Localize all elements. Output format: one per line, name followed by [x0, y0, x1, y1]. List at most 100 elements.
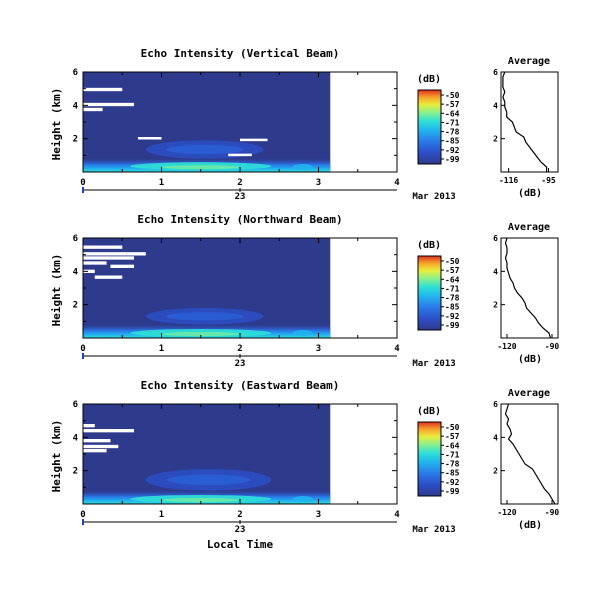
colorbar-level-label: -50: [445, 91, 460, 100]
missing-data-gap: [137, 137, 162, 140]
average-x-tick-label: -116: [499, 176, 518, 185]
colorbar-level-label: -50: [445, 257, 460, 266]
average-y-tick-label: 2: [493, 301, 498, 310]
average-title: Average: [508, 56, 550, 67]
missing-data-gap: [83, 252, 146, 256]
average-profile-line: [504, 237, 552, 339]
date-label: 23: [235, 359, 246, 369]
colorbar-level-label: -92: [445, 312, 460, 321]
x-tick-label: 0: [80, 510, 85, 520]
average-profile-plot: 2 4 6 -116 -95: [493, 68, 559, 185]
x-tick-label: 4: [394, 344, 400, 354]
panel-title: Echo Intensity (Northward Beam): [137, 213, 342, 226]
y-tick-label: 6: [73, 234, 78, 244]
colorbar-level-label: -57: [445, 266, 460, 275]
average-title: Average: [508, 388, 550, 399]
x-tick-label: 3: [316, 178, 321, 188]
missing-data-gap: [83, 444, 119, 449]
colorbar-gradient: [417, 255, 442, 331]
missing-data-gap: [83, 269, 95, 273]
month-label: Mar 2013: [412, 525, 455, 535]
panel-eastward-beam: Echo Intensity (Eastward Beam) 0 1 2 3 4246 …: [50, 379, 559, 551]
average-x-label: (dB): [518, 520, 542, 531]
colorbar-level-label: -64: [445, 275, 460, 284]
average-y-tick-label: 6: [493, 68, 498, 77]
average-profile-line: [502, 71, 548, 172]
panel-vertical-beam: Echo Intensity (Vertical Beam) 0 1 2 3 4246 …: [50, 47, 559, 202]
boundary-layer-max: [161, 498, 240, 502]
colorbar-level-label: -71: [445, 450, 460, 459]
y-tick-label: 4: [73, 267, 79, 277]
colorbar-level-label: -78: [445, 294, 460, 303]
boundary-layer-max: [161, 332, 240, 336]
average-x-tick-label: -90: [545, 508, 560, 517]
heatmap-plot-area: 0 1 2 3 4 2 4 6: [73, 234, 400, 359]
colorbar-level-label: -57: [445, 432, 460, 441]
average-frame: [500, 237, 559, 339]
average-x-tick-label: -95: [541, 176, 556, 185]
missing-data-gap: [83, 256, 135, 260]
boundary-layer-max: [161, 165, 240, 170]
colorbar-level-label: -85: [445, 469, 460, 478]
average-profile-plot: 2 4 6 -120 -90: [493, 400, 559, 517]
colorbar: -50-57-64-71-78-85-92-99: [417, 89, 460, 165]
x-tick-label: 3: [316, 344, 321, 354]
x-tick-label: 3: [316, 510, 321, 520]
missing-data-gap: [83, 107, 103, 112]
x-tick-label: 2: [237, 178, 242, 188]
colorbar-level-label: -71: [445, 118, 460, 127]
colorbar-gradient: [417, 89, 442, 165]
colorbar-level-label: -85: [445, 303, 460, 312]
average-y-tick-label: 4: [493, 267, 498, 276]
date-label: 23: [235, 192, 246, 202]
colorbar-level-label: -50: [445, 423, 460, 432]
average-frame: [500, 403, 559, 505]
colorbar: -50-57-64-71-78-85-92-99: [417, 421, 460, 497]
colorbar-unit-label: (dB): [417, 406, 441, 417]
y-tick-label: 2: [73, 467, 78, 477]
y-axis-label: Height (km): [50, 254, 63, 327]
x-tick-label: 4: [394, 510, 400, 520]
colorbar-level-label: -99: [445, 155, 460, 164]
date-label: 23: [235, 525, 246, 535]
missing-data-gap: [94, 275, 123, 279]
heatmap-plot-area: 0 1 2 3 4 2 4 6: [73, 68, 400, 193]
y-tick-label: 2: [73, 135, 78, 145]
average-y-tick-label: 2: [493, 467, 498, 476]
x-tick-label: 1: [159, 510, 164, 520]
colorbar-level-label: -92: [445, 478, 460, 487]
colorbar-level-label: -71: [445, 284, 460, 293]
y-tick-label: 4: [73, 101, 79, 111]
y-tick-label: 4: [73, 433, 79, 443]
missing-data-gap: [240, 138, 268, 142]
colorbar: -50-57-64-71-78-85-92-99: [417, 255, 460, 331]
average-title: Average: [508, 222, 550, 233]
colorbar-level-label: -99: [445, 487, 460, 496]
colorbar-level-label: -99: [445, 321, 460, 330]
average-y-tick-label: 2: [493, 135, 498, 144]
average-profile-line: [504, 403, 556, 505]
x-tick-label: 4: [394, 178, 400, 188]
heatmap-plot-area: 0 1 2 3 4 2 4 6: [73, 400, 400, 525]
missing-data-gap: [83, 439, 111, 443]
boundary-layer-spot: [292, 330, 313, 336]
missing-data-gap: [83, 87, 123, 92]
average-x-label: (dB): [518, 188, 542, 199]
month-label: Mar 2013: [412, 359, 455, 369]
x-tick-label: 0: [80, 178, 85, 188]
x-axis-label: Local Time: [207, 538, 274, 551]
colorbar-level-label: -64: [445, 441, 460, 450]
x-tick-label: 2: [237, 344, 242, 354]
average-x-tick-label: -90: [545, 342, 560, 351]
missing-data-gap: [83, 424, 95, 428]
missing-data-gap: [228, 153, 252, 157]
x-tick-label: 2: [237, 510, 242, 520]
missing-data-gap: [83, 245, 123, 249]
colorbar-unit-label: (dB): [417, 240, 441, 251]
y-tick-label: 6: [73, 400, 78, 410]
panel-northward-beam: Echo Intensity (Northward Beam) 0 1 2 3 4246…: [50, 213, 559, 369]
month-label: Mar 2013: [412, 192, 455, 202]
boundary-layer-spot: [292, 496, 313, 502]
average-frame: [500, 71, 559, 173]
y-axis-label: Height (km): [50, 88, 63, 161]
